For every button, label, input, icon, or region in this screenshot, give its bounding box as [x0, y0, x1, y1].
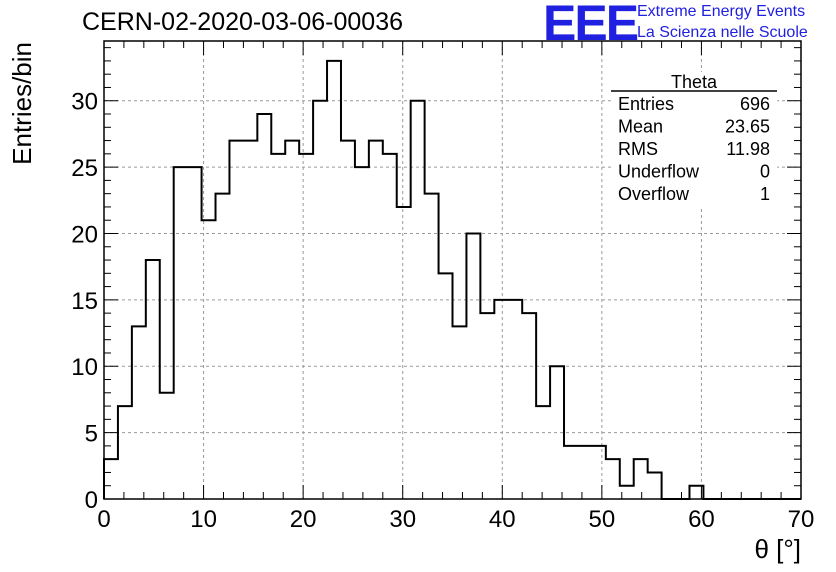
stats-label-underflow: Underflow	[618, 162, 700, 182]
histogram-bin-8	[216, 194, 230, 499]
histogram-bin-25	[453, 326, 467, 499]
x-tick-label-6: 60	[688, 506, 715, 533]
org-name-line1: Extreme Energy Events	[637, 3, 806, 20]
histogram-bin-31	[536, 406, 550, 499]
stats-box-bg	[611, 72, 777, 208]
stats-box: Theta Entries 696 Mean 23.65 RMS 11.98 Underfl…	[611, 72, 777, 208]
histogram-bin-21	[397, 207, 411, 499]
y-axis-title: Entries/bin	[7, 42, 37, 165]
histogram-bin-13	[285, 141, 299, 499]
histogram-bin-3	[146, 260, 160, 499]
histogram-bin-5	[174, 167, 188, 499]
stats-value-underflow: 0	[760, 162, 770, 182]
x-tick-label-1: 10	[190, 506, 217, 533]
histogram-bin-4	[160, 393, 174, 499]
x-tick-label-2: 20	[290, 506, 317, 533]
histogram-bin-30	[522, 313, 536, 499]
y-tick-labels: 0 5 10 15 20 25 30	[71, 89, 98, 514]
histogram-bin-34	[578, 446, 592, 499]
histogram-bin-33	[564, 446, 578, 499]
y-tick-label-5: 25	[71, 155, 98, 182]
x-tick-label-7: 70	[788, 506, 815, 533]
histogram-bin-14	[299, 154, 313, 499]
histogram-bin-23	[425, 194, 439, 499]
histogram-bin-28	[494, 300, 508, 499]
histogram-bin-35	[592, 446, 606, 499]
y-tick-label-1: 5	[85, 421, 98, 448]
histogram-bin-36	[606, 459, 620, 499]
stats-label-entries: Entries	[618, 94, 674, 114]
histogram-bin-17	[341, 141, 355, 499]
stats-value-entries: 696	[740, 94, 770, 114]
histogram-bin-16	[327, 61, 341, 499]
histogram-bin-11	[257, 114, 271, 499]
stats-label-rms: RMS	[618, 139, 658, 159]
stats-value-overflow: 1	[760, 184, 770, 204]
histogram-outline	[103, 59, 801, 500]
x-tick-label-4: 40	[489, 506, 516, 533]
y-tick-label-6: 30	[71, 89, 98, 116]
stats-value-mean: 23.65	[725, 117, 770, 137]
histogram-bin-20	[383, 154, 397, 499]
y-tick-label-0: 0	[85, 487, 98, 514]
y-tick-label-3: 15	[71, 288, 98, 315]
histogram-bin-38	[634, 459, 648, 499]
stats-label-mean: Mean	[618, 117, 663, 137]
histogram-bin-6	[188, 167, 202, 499]
histogram-bin-0	[104, 459, 118, 499]
y-tick-label-2: 10	[71, 354, 98, 381]
stats-label-overflow: Overflow	[618, 184, 690, 204]
x-tick-labels: 0 10 20 30 40 50 60 70	[97, 506, 814, 533]
histogram-bin-2	[132, 326, 146, 499]
histogram-bin-10	[243, 141, 257, 499]
histogram	[103, 59, 801, 500]
eee-logo: EEE	[543, 0, 639, 51]
histogram-bin-27	[480, 313, 494, 499]
stats-rows: Entries 696 Mean 23.65 RMS 11.98 Underflow 0 Ove…	[618, 94, 770, 204]
axis-ticks	[103, 41, 802, 500]
histogram-bin-1	[118, 406, 132, 499]
org-name-line2: La Scienza nelle Scuole	[637, 24, 808, 41]
histogram-bin-9	[229, 141, 243, 499]
x-axis-title: θ [°]	[754, 534, 801, 564]
stats-value-rms: 11.98	[726, 139, 770, 159]
chart-title: CERN-02-2020-03-06-00036	[82, 8, 404, 36]
histogram-bin-19	[369, 141, 383, 499]
histogram-bin-39	[648, 472, 662, 499]
x-tick-label-0: 0	[97, 506, 110, 533]
histogram-bin-18	[355, 167, 369, 499]
histogram-bin-12	[271, 154, 285, 499]
histogram-bin-24	[439, 273, 453, 499]
x-tick-label-3: 30	[389, 506, 416, 533]
x-tick-label-5: 50	[589, 506, 616, 533]
stats-name: Theta	[671, 72, 718, 92]
histogram-bin-29	[508, 300, 522, 499]
plot-frame	[103, 40, 802, 500]
y-tick-label-4: 20	[71, 221, 98, 248]
